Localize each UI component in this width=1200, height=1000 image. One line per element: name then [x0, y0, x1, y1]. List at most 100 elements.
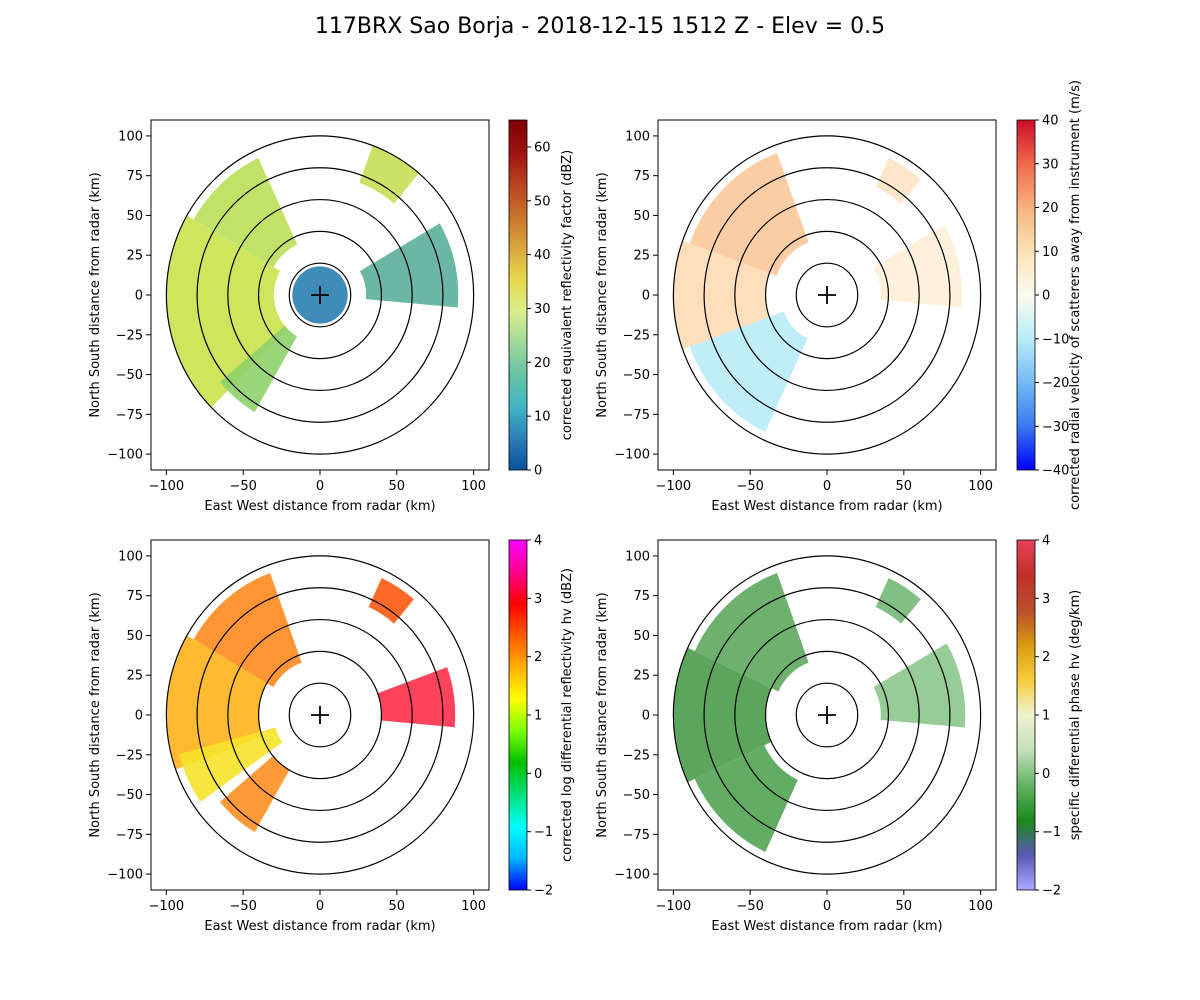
x-tick-label: 0: [823, 899, 831, 914]
x-tick-label: 50: [896, 479, 913, 494]
y-tick-label: 50: [126, 629, 143, 644]
x-tick-label: −100: [149, 899, 185, 914]
range-ring: [703, 587, 951, 843]
colorbar-tick-label: 20: [534, 356, 551, 371]
radar-panel-3: −100 −50 0 50 100 −100 −75 −50 −25 0 25 50 75 100 East…: [88, 534, 575, 935]
y-tick-label: 75: [633, 589, 650, 604]
colorbar-tick-label: 50: [534, 194, 551, 209]
y-tick-label: −100: [614, 448, 650, 463]
colorbar-tick-label: 60: [534, 140, 551, 155]
colorbar-tick-label: 0: [534, 464, 542, 479]
echo-region: [873, 225, 963, 308]
y-tick-label: −75: [623, 408, 650, 423]
y-tick-label: 50: [126, 209, 143, 224]
echo-region: [359, 145, 419, 204]
range-ring: [288, 682, 352, 748]
x-tick-label: 50: [389, 479, 406, 494]
echo-region: [368, 578, 414, 624]
range-ring: [227, 198, 413, 392]
y-tick-label: −50: [116, 368, 143, 383]
colorbar-tick-label: −2: [1042, 884, 1061, 899]
range-ring: [227, 618, 413, 812]
range-ring: [672, 555, 982, 875]
colorbar-tick-label: −1: [1042, 825, 1061, 840]
x-tick-label: 0: [316, 479, 324, 494]
y-tick-label: 75: [126, 169, 143, 184]
plot-area: [672, 555, 982, 875]
x-tick-label: −100: [149, 479, 185, 494]
colorbar-tick-label: 1: [1042, 709, 1050, 724]
colorbar-tick-label: 30: [1042, 157, 1059, 172]
y-axis-label: North South distance from radar (km): [88, 172, 103, 417]
range-ring: [196, 587, 444, 843]
colorbar-tick-label: 0: [534, 767, 542, 782]
colorbar-tick-label: 3: [534, 592, 542, 607]
x-tick-label: −50: [736, 899, 763, 914]
echo-region: [219, 755, 290, 833]
echo-region: [193, 572, 302, 688]
range-ring: [795, 262, 859, 328]
y-tick-label: 25: [633, 249, 650, 264]
y-tick-label: 100: [625, 129, 650, 144]
y-tick-label: −75: [623, 828, 650, 843]
x-tick-label: 100: [461, 899, 486, 914]
colorbar-tick-label: 40: [1042, 114, 1059, 129]
colorbar-tick-label: −20: [1042, 376, 1069, 391]
range-ring: [672, 135, 982, 455]
colorbar-tick-label: −40: [1042, 464, 1069, 479]
colorbar-tick-label: 1: [534, 709, 542, 724]
y-tick-label: 25: [126, 249, 143, 264]
x-tick-label: −50: [736, 479, 763, 494]
range-ring: [257, 650, 383, 780]
echo-region: [673, 240, 770, 350]
y-tick-label: −25: [623, 748, 650, 763]
colorbar-label: corrected radial velocity of scatterers …: [1068, 80, 1083, 510]
plot-area: [672, 135, 982, 455]
x-axis-label: East West distance from radar (km): [711, 499, 942, 514]
y-tick-label: −75: [116, 408, 143, 423]
y-tick-label: 100: [118, 549, 143, 564]
range-ring: [734, 198, 920, 392]
y-tick-label: 100: [118, 129, 143, 144]
y-tick-label: 0: [135, 289, 143, 304]
colorbar-tick-label: 4: [534, 534, 542, 549]
echo-region: [166, 635, 267, 770]
y-tick-label: −100: [107, 868, 143, 883]
echo-region: [377, 667, 456, 728]
range-ring: [257, 230, 383, 360]
y-axis-label: North South distance from radar (km): [595, 172, 610, 417]
radar-panel-4: −100 −50 0 50 100 −100 −75 −50 −25 0 25 50 75 100 East…: [595, 534, 1083, 935]
echo-region: [673, 647, 772, 783]
echo-region: [179, 727, 283, 802]
range-ring: [795, 682, 859, 748]
plot-area: [165, 135, 475, 455]
plot-area: [165, 555, 475, 875]
x-tick-label: −100: [656, 899, 692, 914]
colorbar: [1016, 119, 1036, 471]
y-tick-label: −100: [614, 868, 650, 883]
range-ring: [165, 555, 475, 875]
y-tick-label: −25: [116, 748, 143, 763]
colorbar-tick-label: 10: [534, 410, 551, 425]
x-axis-label: East West distance from radar (km): [204, 919, 435, 934]
colorbar-tick-label: 3: [1042, 592, 1050, 607]
echo-region: [694, 745, 798, 852]
range-ring: [764, 650, 890, 780]
range-ring: [165, 135, 475, 455]
y-axis-label: North South distance from radar (km): [88, 592, 103, 837]
y-tick-label: −75: [116, 828, 143, 843]
radar-panel-1: −100 −50 0 50 100−100−75−50−250255075100East…: [88, 119, 575, 514]
colorbar-tick-label: 20: [1042, 201, 1059, 216]
range-ring: [703, 167, 951, 423]
colorbar-label: specific differential phase hv (deg/km): [1068, 590, 1083, 840]
colorbar: [1016, 539, 1036, 891]
y-tick-label: −100: [107, 448, 143, 463]
y-tick-label: −25: [116, 328, 143, 343]
colorbar-tick-label: 0: [1042, 289, 1050, 304]
colorbar-tick-label: −1: [534, 825, 553, 840]
colorbar-tick-label: 0: [1042, 767, 1050, 782]
radar-panel-2: −100 −50 0 50 100−100−75−50−250255075100East…: [595, 80, 1083, 514]
colorbar-tick-label: 4: [1042, 534, 1050, 549]
colorbar-tick-label: 10: [1042, 245, 1059, 260]
